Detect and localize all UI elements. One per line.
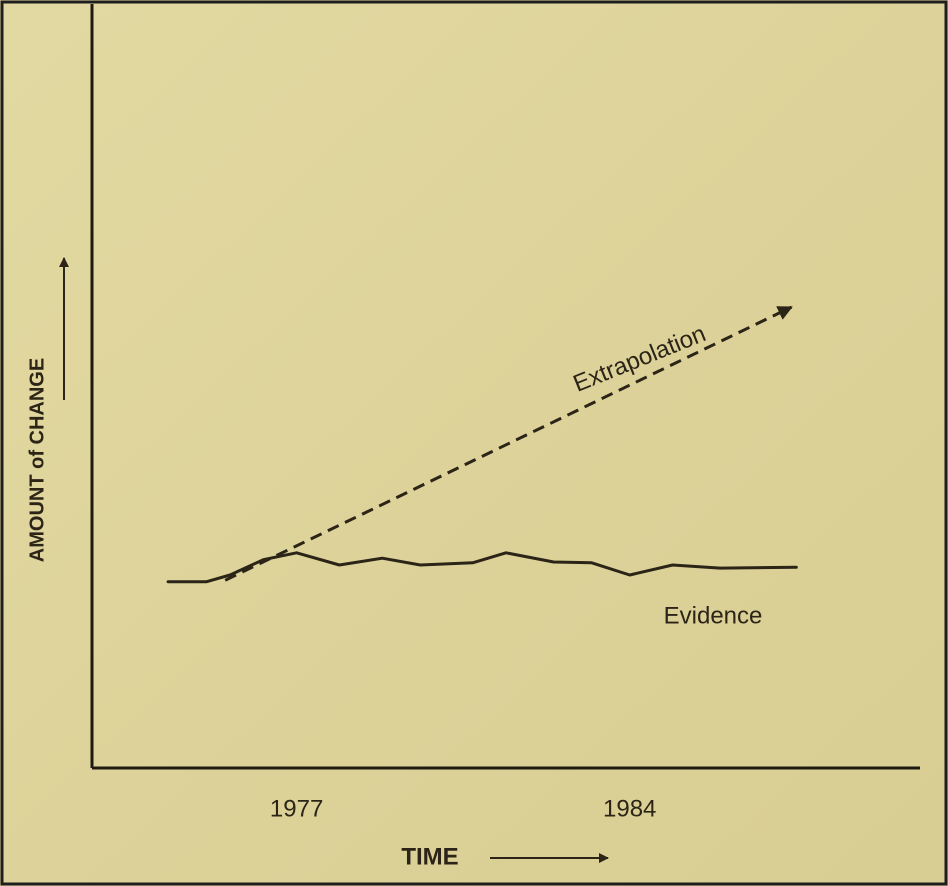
series-label: Evidence [664,602,763,629]
x-tick-label: 1977 [270,795,323,822]
x-tick-label: 1984 [603,795,656,822]
line [166,551,798,584]
line [224,305,793,582]
y-axis-label: AMOUNT of CHANGE [26,358,48,562]
x-axis-label: TIME [401,843,458,870]
